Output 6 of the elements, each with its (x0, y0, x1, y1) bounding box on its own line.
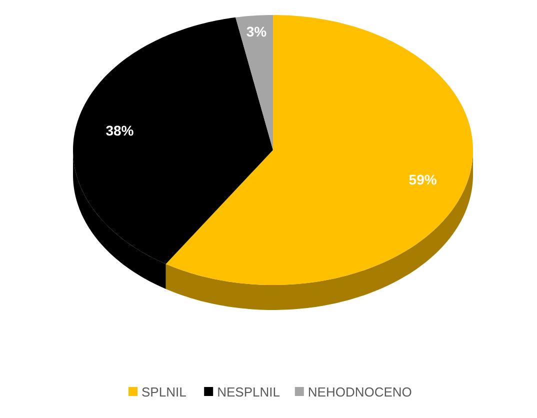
legend-label: NESPLNIL (217, 384, 280, 400)
data-label: 59% (408, 171, 438, 188)
legend-label: SPLNIL (142, 384, 186, 400)
legend-label: NEHODNOCENO (308, 384, 412, 400)
data-label: 3% (246, 24, 268, 40)
data-label: 38% (106, 122, 134, 138)
